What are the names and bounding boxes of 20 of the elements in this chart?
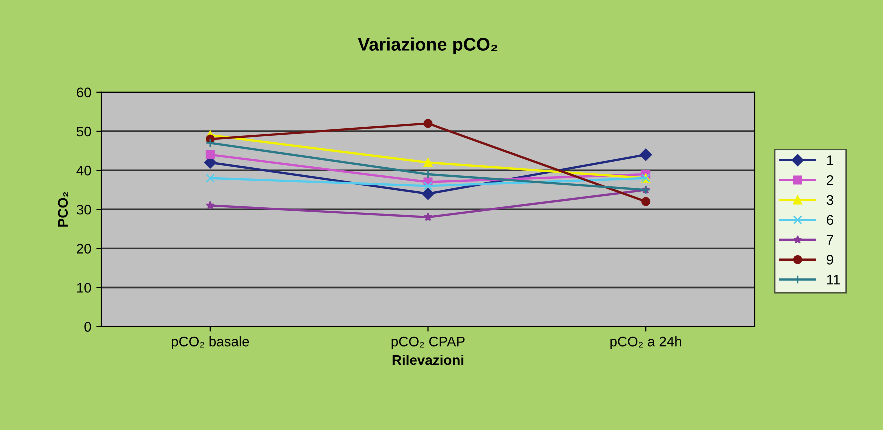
legend-label: 1 xyxy=(827,156,834,166)
legend-label: 3 xyxy=(826,195,834,206)
x-tick-label: pCO₂ basale xyxy=(172,336,250,350)
y-tick-label: 10 xyxy=(77,283,92,293)
x-axis-title: Rilevazioni xyxy=(392,355,464,366)
y-tick-label: 0 xyxy=(84,322,92,332)
legend-label: 11 xyxy=(827,275,840,285)
y-tick-label: 20 xyxy=(77,244,92,254)
chart-title: Variazione pCO₂ xyxy=(358,38,498,55)
y-axis-title: PCO₂ xyxy=(58,192,68,227)
legend-label: 7 xyxy=(827,235,834,245)
y-tick-label: 60 xyxy=(77,88,92,98)
legend-label: 2 xyxy=(827,175,834,186)
legend-label: 6 xyxy=(827,215,834,226)
x-tick-label: pCO₂ CPAP xyxy=(392,336,465,350)
y-tick-label: 30 xyxy=(76,204,92,215)
y-tick-label: 50 xyxy=(76,126,92,137)
y-tick-label: 40 xyxy=(76,166,92,176)
legend-label: 9 xyxy=(827,255,834,265)
x-tick-label: pCO₂ a 24h xyxy=(610,336,682,350)
